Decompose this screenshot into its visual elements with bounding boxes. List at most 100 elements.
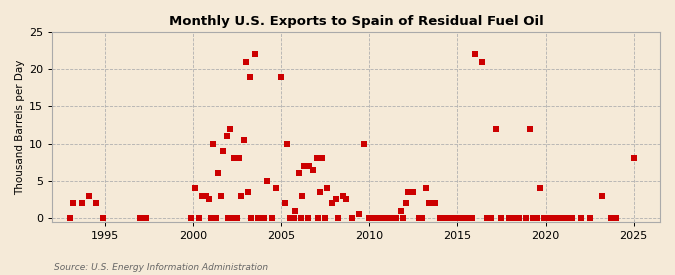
Point: [193, 216, 204, 220]
Point: [299, 164, 310, 168]
Point: [200, 194, 211, 198]
Point: [295, 216, 306, 220]
Point: [322, 186, 333, 190]
Point: [302, 216, 313, 220]
Point: [341, 197, 352, 202]
Point: [216, 194, 227, 198]
Point: [205, 216, 216, 220]
Point: [288, 216, 299, 220]
Point: [396, 208, 406, 213]
Point: [140, 216, 151, 220]
Point: [584, 216, 595, 220]
Point: [308, 167, 319, 172]
Point: [242, 190, 253, 194]
Point: [221, 134, 232, 138]
Point: [552, 216, 563, 220]
Point: [403, 190, 414, 194]
Point: [84, 194, 95, 198]
Point: [281, 141, 292, 146]
Point: [520, 216, 531, 220]
Point: [524, 126, 535, 131]
Point: [68, 201, 79, 205]
Point: [556, 216, 567, 220]
Point: [561, 216, 572, 220]
Point: [611, 216, 622, 220]
Point: [364, 216, 375, 220]
Point: [232, 216, 243, 220]
Point: [496, 216, 507, 220]
Point: [250, 52, 261, 56]
Point: [213, 171, 223, 175]
Point: [259, 216, 269, 220]
Point: [327, 201, 338, 205]
Point: [380, 216, 391, 220]
Point: [196, 194, 207, 198]
Point: [262, 178, 273, 183]
Point: [285, 216, 296, 220]
Point: [398, 216, 408, 220]
Point: [276, 75, 287, 79]
Point: [244, 75, 255, 79]
Point: [528, 216, 539, 220]
Point: [503, 216, 514, 220]
Point: [435, 216, 446, 220]
Point: [358, 141, 369, 146]
Point: [413, 216, 424, 220]
Point: [385, 216, 396, 220]
Point: [628, 156, 639, 161]
Point: [461, 216, 472, 220]
Text: Source: U.S. Energy Information Administration: Source: U.S. Energy Information Administ…: [54, 263, 268, 272]
Point: [204, 197, 215, 202]
Point: [482, 216, 493, 220]
Point: [424, 201, 435, 205]
Point: [369, 216, 380, 220]
Point: [234, 156, 244, 161]
Point: [271, 186, 281, 190]
Point: [408, 190, 418, 194]
Point: [508, 216, 519, 220]
Point: [373, 216, 383, 220]
Point: [236, 194, 246, 198]
Point: [218, 149, 229, 153]
Point: [566, 216, 577, 220]
Point: [376, 216, 387, 220]
Point: [297, 194, 308, 198]
Point: [315, 190, 325, 194]
Y-axis label: Thousand Barrels per Day: Thousand Barrels per Day: [15, 59, 25, 194]
Point: [539, 216, 549, 220]
Point: [378, 216, 389, 220]
Point: [401, 201, 412, 205]
Point: [547, 216, 558, 220]
Point: [190, 186, 200, 190]
Point: [228, 156, 239, 161]
Point: [597, 194, 608, 198]
Point: [491, 126, 502, 131]
Point: [77, 201, 88, 205]
Point: [338, 194, 348, 198]
Point: [450, 216, 461, 220]
Point: [223, 216, 234, 220]
Point: [253, 216, 264, 220]
Point: [246, 216, 256, 220]
Point: [267, 216, 278, 220]
Point: [531, 216, 542, 220]
Point: [135, 216, 146, 220]
Point: [332, 216, 343, 220]
Point: [535, 186, 545, 190]
Point: [98, 216, 109, 220]
Point: [445, 216, 456, 220]
Point: [279, 201, 290, 205]
Point: [429, 201, 440, 205]
Point: [485, 216, 496, 220]
Point: [466, 216, 477, 220]
Point: [456, 216, 466, 220]
Point: [294, 171, 304, 175]
Point: [239, 138, 250, 142]
Point: [605, 216, 616, 220]
Point: [290, 208, 301, 213]
Point: [91, 201, 102, 205]
Point: [346, 216, 357, 220]
Point: [186, 216, 197, 220]
Point: [304, 164, 315, 168]
Point: [514, 216, 524, 220]
